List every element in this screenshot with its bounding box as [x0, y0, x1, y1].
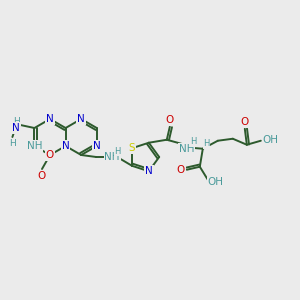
Text: S: S: [129, 143, 135, 153]
Text: OH: OH: [208, 177, 224, 187]
Text: O: O: [46, 150, 54, 160]
Text: N: N: [62, 141, 70, 151]
Text: N: N: [145, 166, 153, 176]
Text: H: H: [114, 146, 120, 155]
Text: O: O: [241, 117, 249, 127]
Text: H: H: [190, 137, 197, 146]
Text: H: H: [204, 139, 210, 148]
Text: H: H: [13, 116, 20, 125]
Text: O: O: [166, 115, 174, 125]
Text: NH: NH: [104, 152, 120, 162]
Text: N: N: [93, 141, 100, 151]
Text: O: O: [38, 171, 46, 181]
Text: N: N: [77, 114, 85, 124]
Text: O: O: [177, 165, 185, 175]
Text: OH: OH: [263, 135, 279, 145]
Text: NH: NH: [179, 144, 195, 154]
Text: H: H: [9, 139, 16, 148]
Text: N: N: [46, 114, 54, 124]
Text: NH: NH: [27, 141, 42, 151]
Text: N: N: [11, 123, 19, 133]
